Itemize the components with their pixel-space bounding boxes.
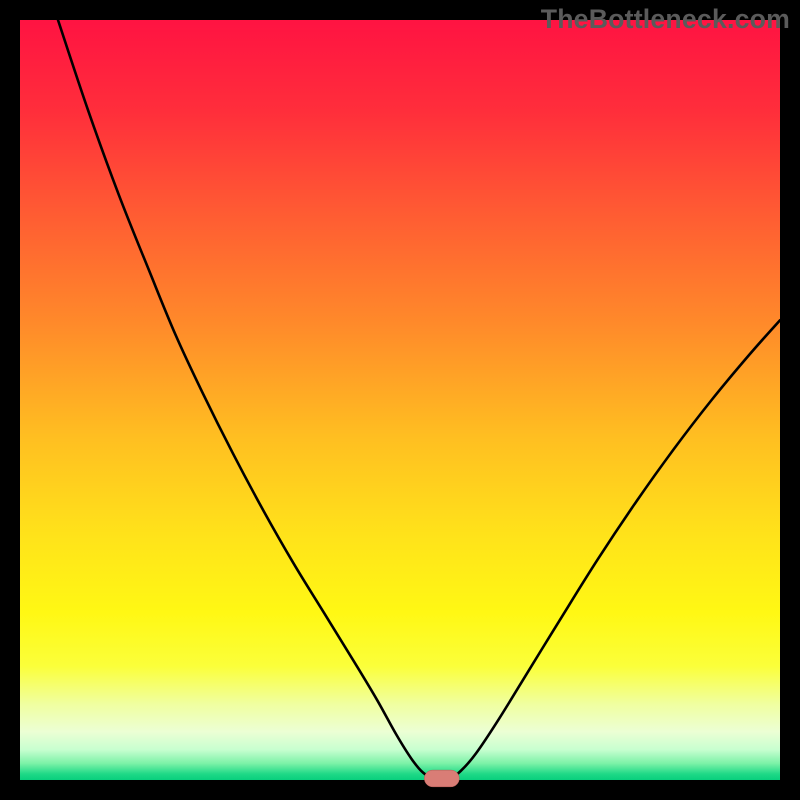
plot-background: [20, 20, 780, 780]
watermark-text: TheBottleneck.com: [541, 4, 790, 35]
bottleneck-chart: [0, 0, 800, 800]
chart-frame: TheBottleneck.com: [0, 0, 800, 800]
optimal-marker: [424, 770, 459, 787]
